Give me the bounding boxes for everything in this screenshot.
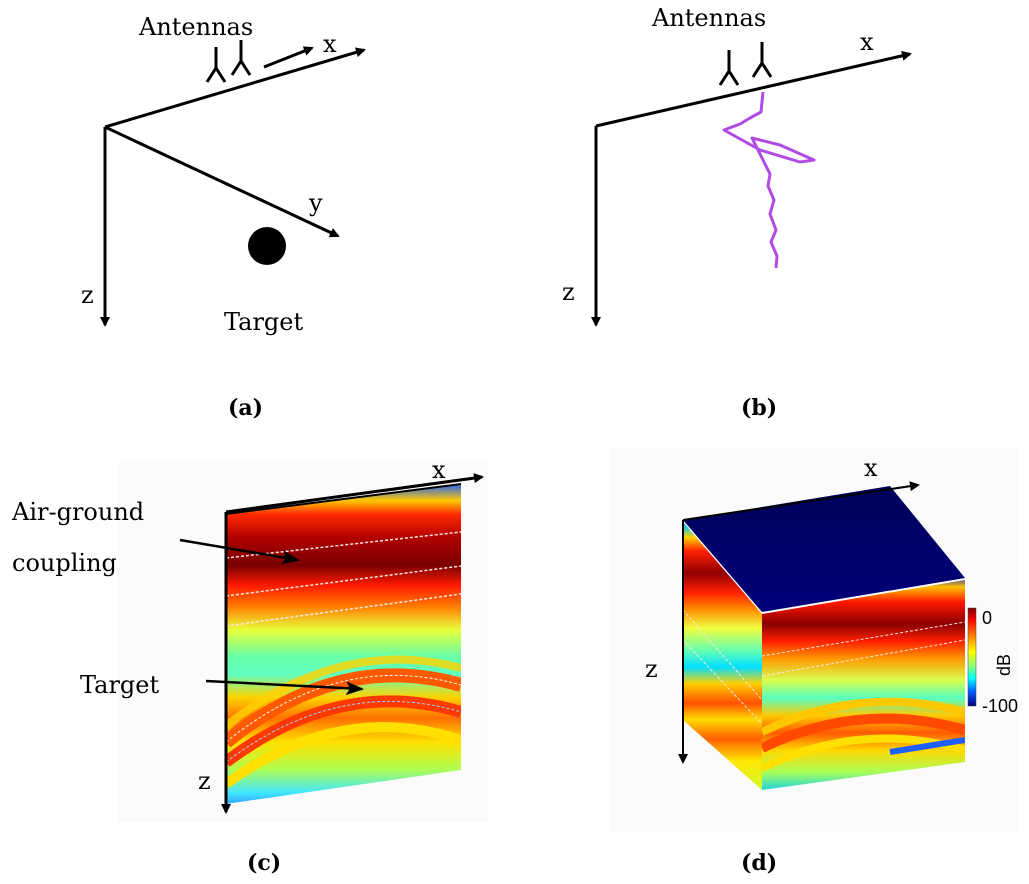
- radar-waveform: [722, 91, 816, 269]
- x-axis-a: [104, 47, 366, 129]
- antennas-label-a: Antennas: [138, 13, 253, 41]
- motion-arrow-a: [263, 46, 314, 69]
- panel-c: x z Air-ground coupling Target (c): [11, 456, 488, 876]
- x-axis-b: [595, 50, 912, 128]
- panel-b: Antennas x z (b): [562, 4, 912, 421]
- air-ground-label-line1: Air-ground: [11, 498, 144, 526]
- antenna-icons-b: [718, 42, 773, 86]
- antenna-icon: [751, 42, 773, 78]
- b-scan-slice: [226, 484, 461, 804]
- panel-d: 0 -100 dB x z (d): [610, 448, 1018, 876]
- target-label-c: Target: [80, 671, 159, 699]
- cube-top-face: [683, 486, 965, 612]
- antenna-icons-a: [205, 40, 252, 83]
- target-arrow: [205, 679, 364, 696]
- antenna-icon: [230, 40, 252, 76]
- caption-d: (d): [741, 850, 777, 876]
- axes-b: [591, 50, 912, 327]
- caption-b: (b): [741, 395, 777, 421]
- x-axis-label-a: x: [323, 30, 337, 58]
- z-axis-label-c: z: [198, 767, 211, 795]
- antenna-icon: [718, 50, 740, 86]
- axes-a: [100, 46, 366, 327]
- target-label-a: Target: [224, 308, 303, 336]
- caption-c: (c): [247, 850, 281, 876]
- colorbar: [967, 607, 977, 707]
- x-axis-c: [225, 473, 484, 514]
- x-axis-label-b: x: [860, 28, 874, 56]
- antennas-label-b: Antennas: [651, 4, 766, 32]
- caption-a: (a): [228, 395, 263, 421]
- z-axis-label-a: z: [81, 281, 94, 309]
- z-axis-label-d: z: [645, 655, 658, 683]
- y-axis-a: [104, 125, 340, 238]
- antenna-icon: [205, 47, 227, 83]
- colorbar-unit-label: dB: [994, 654, 1014, 676]
- target-icon: [248, 227, 286, 265]
- x-axis-label-d: x: [864, 454, 878, 482]
- colorbar-min-label: -100: [982, 696, 1018, 716]
- panel-a: Antennas x y z Target (a): [81, 13, 366, 421]
- x-axis-label-c: x: [432, 456, 446, 484]
- air-ground-arrow: [179, 538, 300, 565]
- z-axis-label-b: z: [562, 278, 575, 306]
- air-ground-label-line2: coupling: [12, 549, 117, 577]
- cube-right-face: [762, 580, 965, 790]
- x-axis-d: [682, 481, 920, 521]
- y-axis-label-a: y: [308, 189, 323, 217]
- colorbar-max-label: 0: [982, 608, 992, 628]
